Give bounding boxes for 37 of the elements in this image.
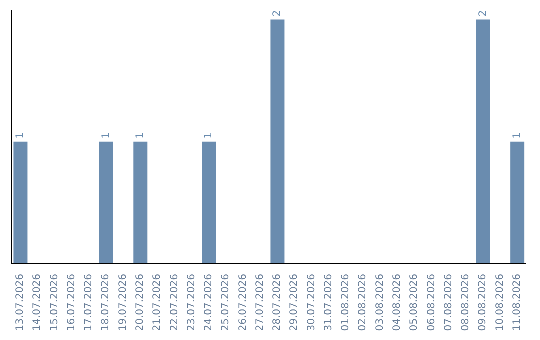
x-tick-label: 13.07.2026	[15, 274, 26, 332]
data-label: 1	[15, 132, 26, 139]
x-tick-label: 10.08.2026	[494, 274, 506, 332]
data-label: 2	[272, 10, 284, 17]
x-tick-label: 06.08.2026	[426, 274, 438, 332]
x-tick-label: 25.07.2026	[220, 274, 232, 332]
x-tick-label: 24.07.2026	[204, 274, 215, 332]
x-tick-label: 26.07.2026	[238, 274, 249, 332]
x-tick-label: 21.07.2026	[152, 274, 164, 332]
x-tick-label: 09.08.2026	[478, 274, 489, 332]
x-tick-label: 19.07.2026	[118, 274, 129, 332]
x-tick-label: 05.08.2026	[409, 274, 420, 332]
x-tick-label: 28.07.2026	[272, 274, 284, 332]
x-tick-label: 14.07.2026	[32, 274, 44, 332]
x-tick-label: 18.07.2026	[100, 274, 112, 332]
x-tick-label: 27.07.2026	[254, 274, 266, 332]
x-tick-label: 15.07.2026	[49, 274, 60, 332]
x-tick-label: 02.08.2026	[358, 274, 369, 332]
data-label: 1	[100, 132, 112, 139]
x-tick-label: 16.07.2026	[66, 274, 78, 332]
x-tick-label: 01.08.2026	[340, 274, 352, 332]
x-tick-label: 03.08.2026	[374, 274, 386, 332]
x-tick-label: 20.07.2026	[135, 274, 146, 332]
x-tick-label: 30.07.2026	[306, 274, 318, 332]
data-label: 2	[478, 10, 489, 17]
data-label: 1	[135, 132, 146, 139]
x-tick-label: 04.08.2026	[392, 274, 403, 332]
x-tick-label: 11.08.2026	[512, 274, 523, 332]
data-label: 1	[512, 132, 524, 139]
x-tick-label: 31.07.2026	[323, 274, 334, 332]
x-tick-label: 29.07.2026	[289, 274, 300, 332]
x-tick-label: 07.08.2026	[443, 274, 454, 332]
x-tick-label: 23.07.2026	[186, 274, 198, 332]
data-label: 1	[204, 132, 215, 139]
x-tick-label: 08.08.2026	[460, 274, 472, 332]
x-tick-label: 17.07.2026	[84, 274, 95, 332]
x-tick-label: 22.07.2026	[169, 274, 180, 332]
